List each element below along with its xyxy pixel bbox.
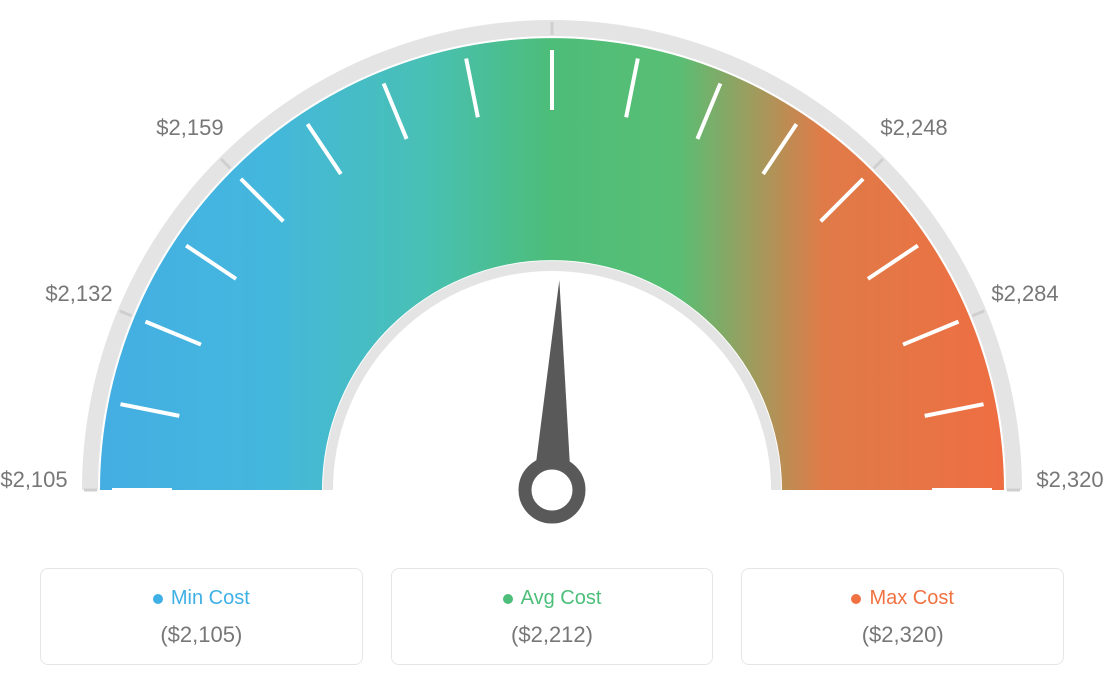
min-dot-icon xyxy=(153,594,163,604)
gauge-tick-label: $2,320 xyxy=(1036,467,1103,493)
summary-cards-row: Min Cost ($2,105) Avg Cost ($2,212) Max … xyxy=(0,560,1104,685)
min-cost-value: ($2,105) xyxy=(51,622,352,648)
avg-cost-value: ($2,212) xyxy=(402,622,703,648)
gauge-tick-label: $2,159 xyxy=(156,115,223,141)
avg-cost-header: Avg Cost xyxy=(402,587,703,610)
max-cost-value: ($2,320) xyxy=(752,622,1053,648)
min-cost-header: Min Cost xyxy=(51,587,352,610)
cost-gauge-chart: $2,105$2,132$2,159$2,212$2,248$2,284$2,3… xyxy=(0,0,1104,685)
gauge-tick-label: $2,284 xyxy=(991,281,1058,307)
avg-cost-label: Avg Cost xyxy=(521,587,602,610)
gauge-tick-label: $2,248 xyxy=(880,115,947,141)
gauge-svg xyxy=(0,0,1104,560)
max-cost-header: Max Cost xyxy=(752,587,1053,610)
min-cost-label: Min Cost xyxy=(171,587,250,610)
gauge-area: $2,105$2,132$2,159$2,212$2,248$2,284$2,3… xyxy=(0,0,1104,560)
max-dot-icon xyxy=(851,594,861,604)
gauge-tick-label: $2,105 xyxy=(0,467,67,493)
avg-dot-icon xyxy=(503,594,513,604)
max-cost-label: Max Cost xyxy=(869,587,953,610)
avg-cost-card: Avg Cost ($2,212) xyxy=(391,568,714,665)
min-cost-card: Min Cost ($2,105) xyxy=(40,568,363,665)
gauge-tick-label: $2,132 xyxy=(45,281,112,307)
max-cost-card: Max Cost ($2,320) xyxy=(741,568,1064,665)
